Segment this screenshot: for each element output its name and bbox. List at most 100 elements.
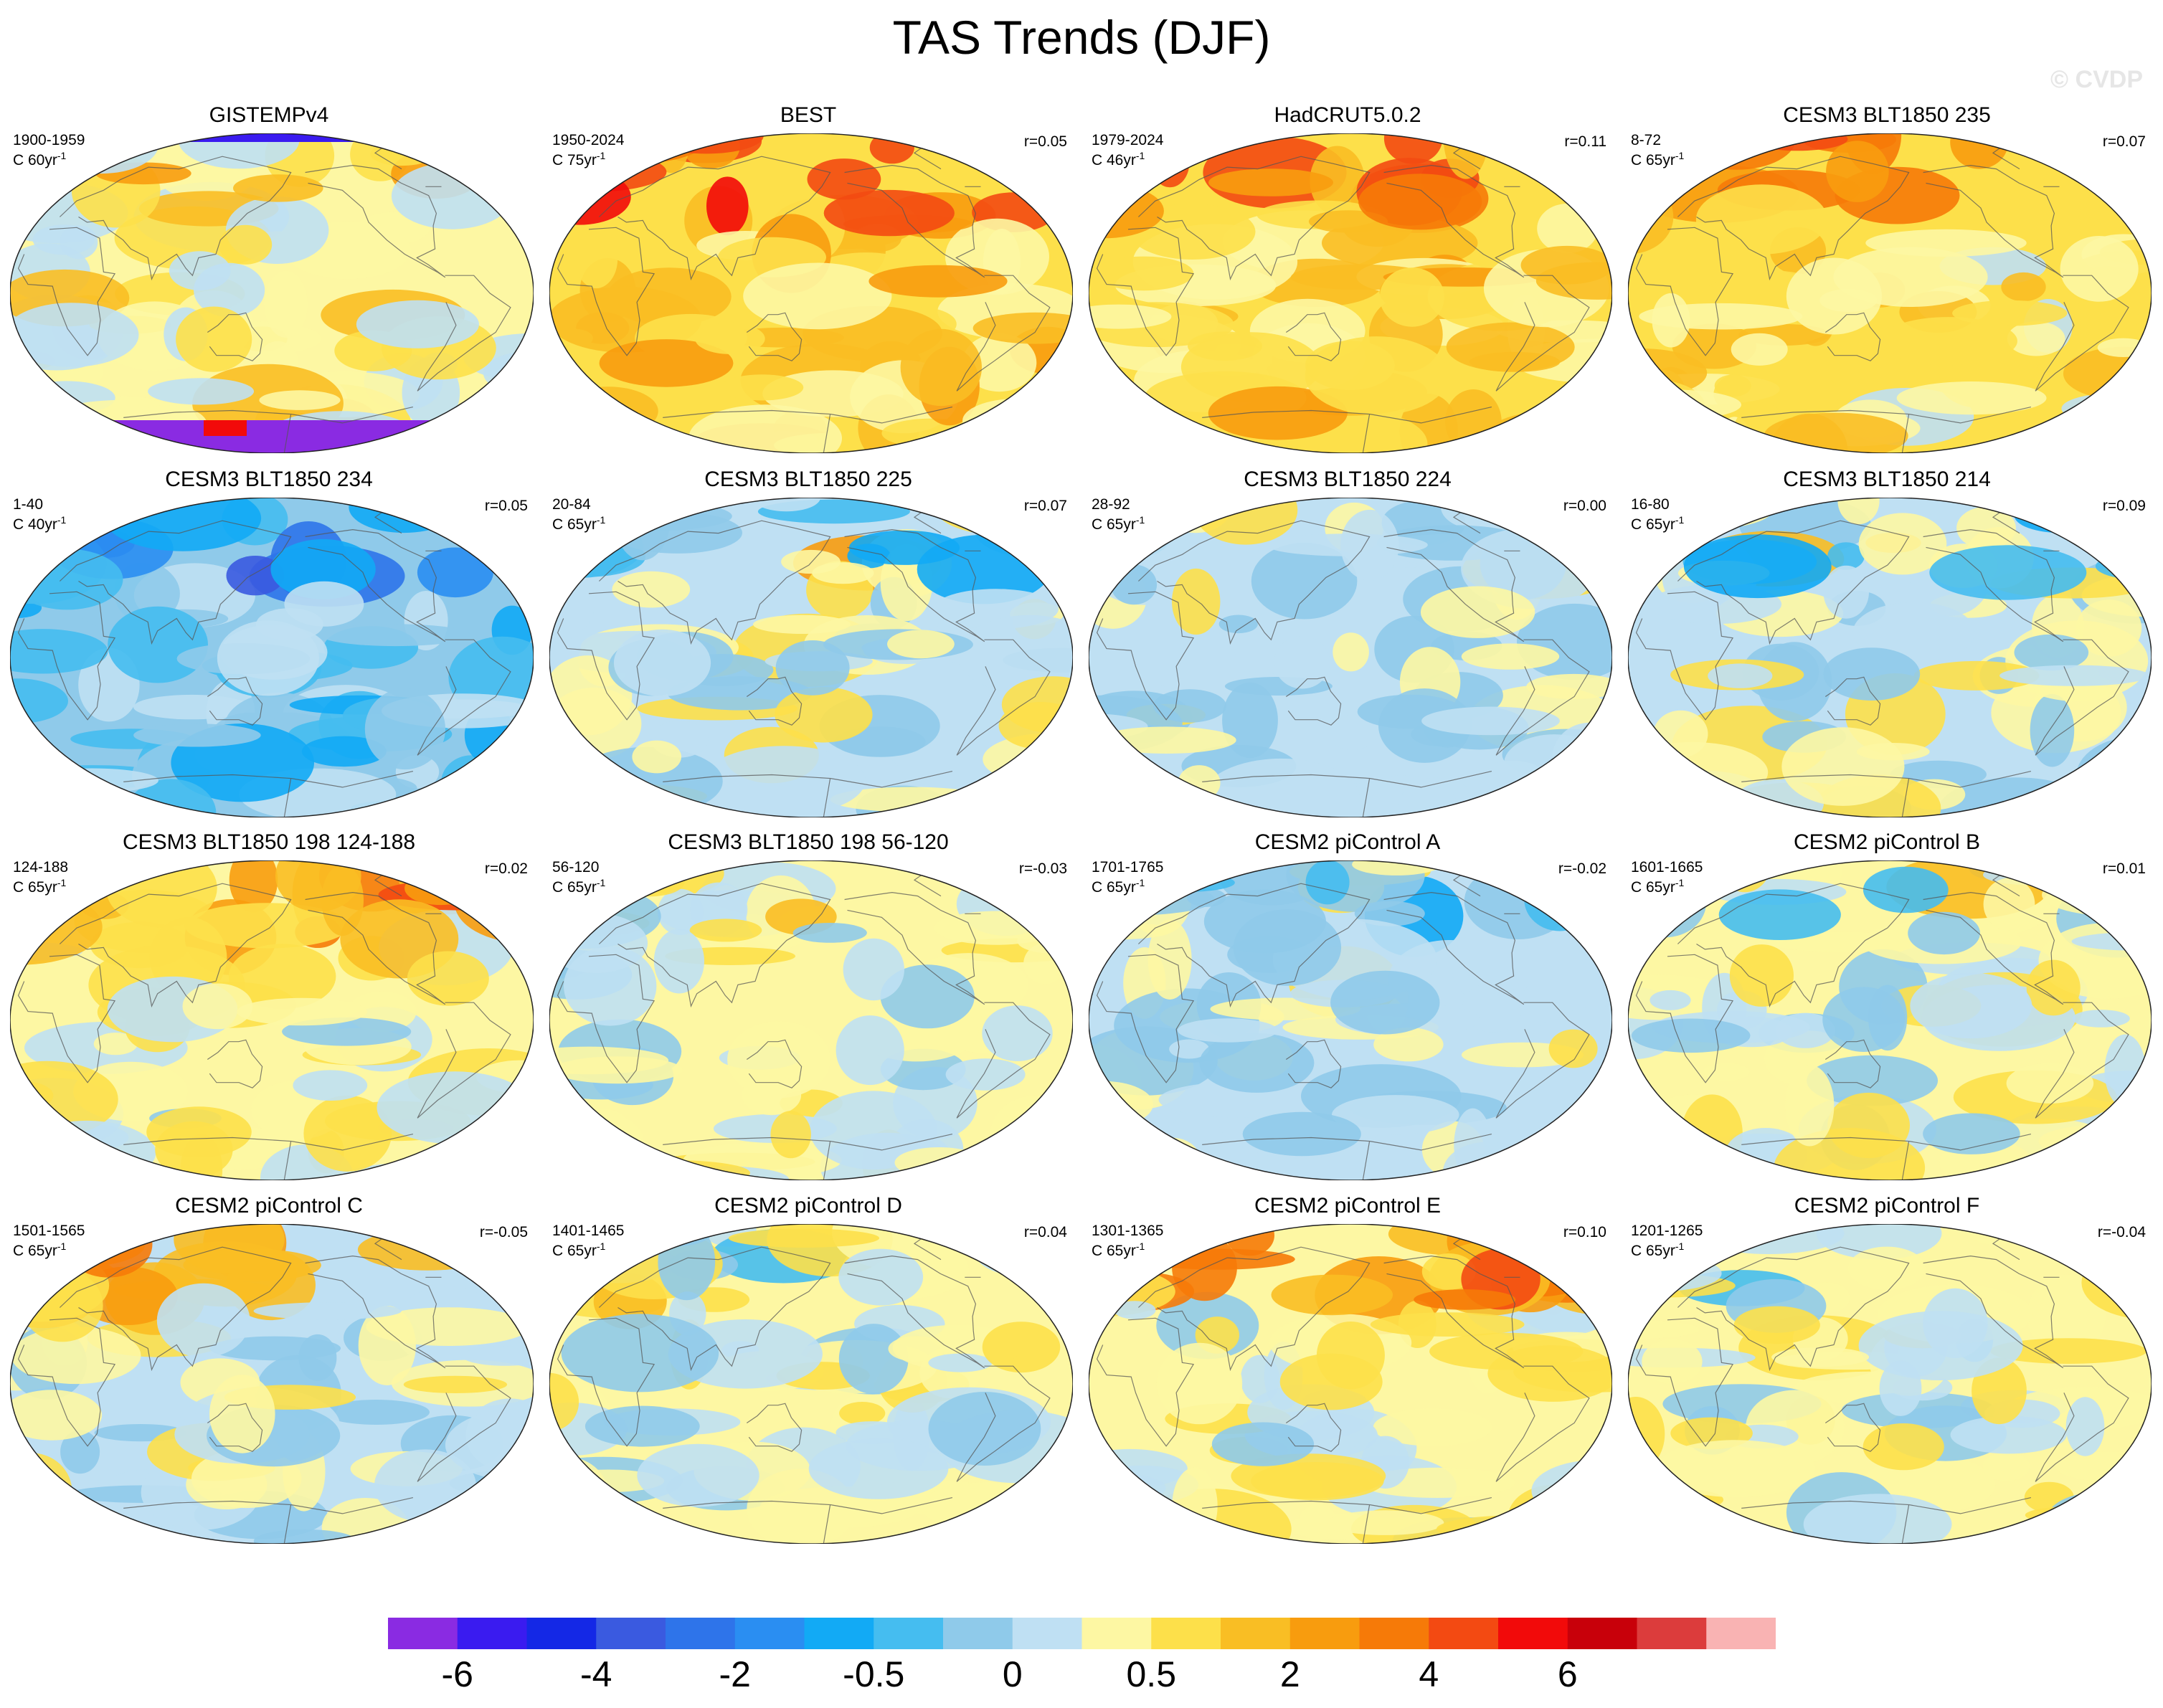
trend-anomaly-patch <box>1571 148 1612 223</box>
trend-map <box>10 860 534 1180</box>
coastline <box>207 676 263 726</box>
trend-anomaly-patch <box>605 866 674 902</box>
panel-pattern-correlation: r=-0.03 <box>1018 860 1067 877</box>
coastline <box>207 1403 263 1452</box>
trend-anomaly-patch <box>1524 860 1612 911</box>
trend-anomaly-patch <box>1340 509 1399 581</box>
trend-anomaly-patch <box>471 896 534 928</box>
trend-anomaly-patch <box>1652 293 1690 348</box>
colorbar-swatch <box>734 1618 805 1649</box>
panel-title: CESM2 piControl C <box>175 1194 363 1218</box>
trend-anomaly-patch <box>1211 1422 1315 1466</box>
trend-anomaly-patch <box>264 270 308 338</box>
trend-anomaly-patch <box>226 556 285 596</box>
trend-anomaly-patch <box>407 951 489 1006</box>
trend-anomaly-patch <box>1655 1440 1816 1497</box>
panel-units-exponent: -1 <box>1135 877 1145 888</box>
trend-anomaly-patch <box>404 871 477 906</box>
coastline <box>956 1365 1051 1482</box>
colorbar-swatch <box>1221 1618 1291 1649</box>
trend-anomaly-patch <box>1695 184 1828 255</box>
colorbar-swatch <box>666 1618 736 1649</box>
trend-anomaly-patch <box>1002 1124 1064 1175</box>
coastline <box>1137 520 1371 645</box>
trend-anomaly-patch <box>1544 392 1590 442</box>
panel-period: 1601-1665 <box>1631 859 1703 876</box>
coastline <box>663 407 953 453</box>
trend-map <box>1089 133 1612 453</box>
trend-anomaly-patch <box>1150 138 1190 188</box>
trend-anomaly-patch <box>2065 1224 2145 1261</box>
coastline <box>1383 164 1525 278</box>
trend-anomaly-patch <box>836 1421 910 1444</box>
trend-anomaly-patch <box>807 158 881 200</box>
colorbar-swatch <box>804 1618 874 1649</box>
trend-anomaly-patch <box>1332 1095 1459 1135</box>
trend-anomaly-patch <box>1693 860 1730 892</box>
trend-anomaly-patch <box>10 440 85 453</box>
trend-anomaly-patch <box>60 1430 100 1474</box>
coastline <box>746 676 803 726</box>
trend-anomaly-patch <box>1913 660 2040 691</box>
panel-units: C 65yr-1 <box>1631 875 1684 896</box>
trend-anomaly-patch <box>945 1058 1026 1091</box>
coastline <box>1824 312 1881 361</box>
trend-anomaly-patch <box>615 868 685 897</box>
panel-period: 8-72 <box>1631 132 1662 148</box>
trend-anomaly-patch <box>133 723 261 747</box>
panel-units: C 65yr-1 <box>552 875 605 896</box>
map-panel: CESM2 piControl D 1401-1465 C 65yr-1 r=0.04 <box>539 1194 1077 1552</box>
trend-map <box>1628 860 2152 1180</box>
trend-map <box>1089 1224 1612 1544</box>
trend-anomaly-patch <box>1733 1306 1820 1344</box>
trend-anomaly-patch <box>1305 336 1449 415</box>
colorbar-tick-label: -6 <box>441 1654 473 1694</box>
trend-anomaly-patch <box>2128 1224 2152 1257</box>
trend-anomaly-patch <box>695 323 765 354</box>
coastline <box>1635 954 1734 1083</box>
trend-anomaly-patch <box>1852 602 1975 662</box>
coastline <box>557 1317 655 1447</box>
trend-anomaly-patch <box>1662 1507 1727 1544</box>
panel-units-exponent: -1 <box>596 1240 606 1252</box>
trend-anomaly-patch <box>403 1375 508 1393</box>
trend-anomaly-patch <box>1147 919 1192 1000</box>
coastline <box>1824 1403 1881 1452</box>
trend-anomaly-patch <box>1650 990 1691 1010</box>
map-panel: CESM2 piControl E 1301-1365 C 65yr-1 r=0.10 <box>1079 1194 1617 1552</box>
trend-anomaly-patch <box>983 777 1073 810</box>
trend-anomaly-patch <box>148 378 255 405</box>
panel-period: 1950-2024 <box>552 132 625 148</box>
trend-anomaly-patch <box>1429 1332 1584 1370</box>
trend-anomaly-patch <box>689 919 762 942</box>
trend-anomaly-patch <box>1137 873 1235 892</box>
panel-title: CESM2 piControl E <box>1254 1194 1442 1218</box>
trend-anomaly-patch <box>1156 1342 1243 1425</box>
coastline <box>59 883 292 1008</box>
trend-anomaly-patch <box>880 964 975 1029</box>
panel-units: C 65yr-1 <box>1092 1238 1145 1259</box>
coastline <box>123 1497 414 1544</box>
coastline <box>1741 771 2032 817</box>
trend-anomaly-patch <box>2030 1224 2080 1252</box>
trend-anomaly-patch <box>2078 762 2126 817</box>
panel-units-exponent: -1 <box>1675 1240 1685 1252</box>
trend-anomaly-patch <box>182 983 253 1030</box>
panel-period: 1501-1565 <box>13 1223 85 1239</box>
trend-anomaly-patch <box>1628 153 1672 199</box>
trend-anomaly-patch <box>888 1336 945 1362</box>
trend-anomaly-patch <box>574 229 618 288</box>
trend-anomaly-patch <box>366 1307 531 1346</box>
panel-units: C 65yr-1 <box>552 1238 605 1259</box>
trend-anomaly-patch <box>95 162 191 185</box>
trend-anomaly-patch <box>549 1494 625 1544</box>
trend-anomaly-patch <box>2011 215 2111 242</box>
coastline <box>1741 407 2032 453</box>
coastline <box>305 1255 446 1369</box>
coastline <box>844 528 985 642</box>
coastline <box>1383 891 1525 1005</box>
panel-units-exponent: -1 <box>1135 150 1145 161</box>
coastline <box>1137 156 1371 281</box>
coastline <box>557 227 655 356</box>
trend-anomaly-patch <box>894 1147 984 1178</box>
